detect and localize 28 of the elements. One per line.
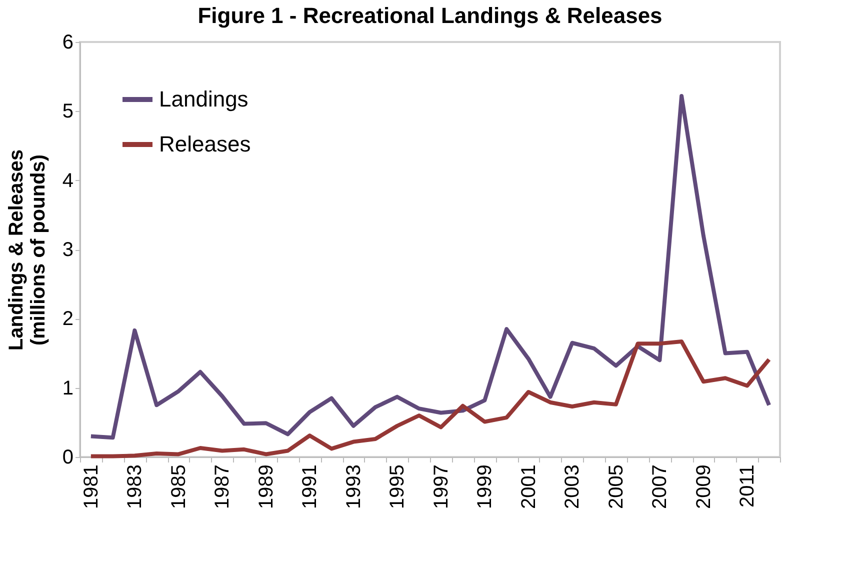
- x-tick-label: 2003: [562, 464, 584, 509]
- x-tick-label: 2007: [649, 464, 672, 509]
- x-tick-label: 1987: [212, 464, 234, 509]
- y-axis-title: Landings & Releases (millions of pounds): [5, 149, 50, 351]
- y-tick-label: 2: [62, 308, 74, 330]
- x-tick-label: 1995: [386, 464, 409, 509]
- x-tick-label: 1997: [430, 464, 452, 509]
- x-tick-label: 1991: [299, 464, 322, 509]
- x-tick-label: 2005: [605, 464, 628, 509]
- y-tick-label: 3: [62, 239, 74, 261]
- line-series: [88, 339, 772, 458]
- y-tick-label: 0: [62, 446, 74, 468]
- legend-label: Releases: [159, 132, 251, 156]
- x-tick-label: 1993: [342, 464, 365, 509]
- x-tick-label: 2011: [736, 464, 759, 508]
- x-tick-label: 1999: [474, 464, 496, 509]
- chart-title: Figure 1 - Recreational Landings & Releases: [198, 3, 662, 28]
- x-tick-label: 2009: [692, 464, 715, 509]
- x-tick-label: 2001: [518, 464, 540, 509]
- x-tick-label: 1989: [255, 464, 278, 509]
- legend-label: Landings: [159, 86, 248, 112]
- y-tick-label: 1: [62, 377, 74, 400]
- x-tick-label: 1981: [80, 464, 102, 509]
- y-tick-label: 5: [62, 100, 74, 123]
- y-tick-label: 6: [62, 32, 74, 54]
- y-tick-label: 4: [62, 170, 74, 192]
- x-tick-label: 1985: [168, 464, 190, 509]
- x-tick-label: 1983: [124, 464, 146, 509]
